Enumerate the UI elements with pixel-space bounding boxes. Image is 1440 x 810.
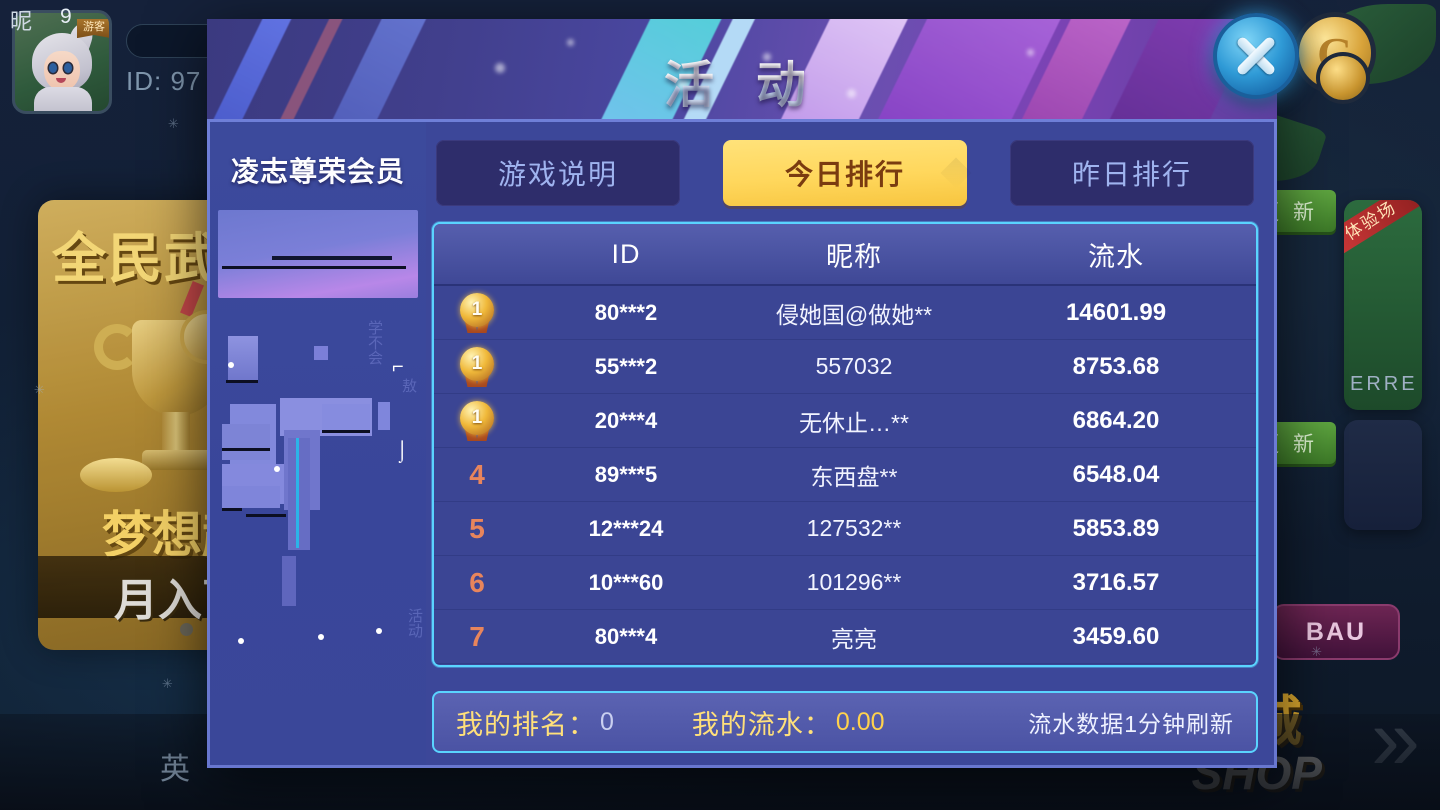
close-icon[interactable]: [1213, 13, 1299, 99]
bottom-nav-item[interactable]: 英: [160, 753, 190, 786]
cell-id: 89***5: [594, 461, 658, 487]
tab-today-ranking[interactable]: 今日排行: [723, 140, 967, 206]
cell-amount: 8753.68: [1072, 352, 1160, 380]
cell-id: 55***2: [594, 353, 658, 379]
table-row[interactable]: 6 10***60 101296** 3716.57: [434, 556, 1256, 610]
table-row[interactable]: 1 80***2 侵她国@做她** 14601.99: [434, 286, 1256, 340]
cell-amount: 6548.04: [1072, 460, 1160, 488]
tab-bar: 游戏说明 今日排行 昨日排行: [432, 140, 1258, 206]
refresh-note: 流水数据1分钟刷新: [1028, 711, 1234, 737]
column-amount: 流水: [1088, 241, 1144, 272]
ranking-panel: ID 昵称 流水 1 80***2 侵她国@做她** 14601.99 1 55***2 5…: [432, 222, 1258, 667]
avatar[interactable]: 游客: [12, 10, 112, 114]
cell-nickname: 557032: [815, 353, 893, 379]
table-row[interactable]: 1 55***2 557032 8753.68: [434, 340, 1256, 394]
avatar-mouth: [56, 78, 66, 83]
cell-nickname: 127532**: [806, 515, 902, 541]
sidebar: 凌志尊荣会员 ⌐: [210, 122, 426, 765]
cell-amount: 14601.99: [1065, 298, 1167, 326]
cell-nickname: 无休止…**: [799, 409, 909, 436]
cell-nickname: 侵她国@做她**: [775, 301, 933, 328]
rank-number: 5: [469, 512, 485, 544]
avatar-eye-left: [49, 63, 57, 73]
game-card-small[interactable]: [1344, 420, 1422, 530]
coin-back: [1316, 52, 1370, 104]
table-row[interactable]: 5 12***24 127532** 5853.89: [434, 502, 1256, 556]
sparkle-icon: ✳: [168, 116, 179, 131]
table-row[interactable]: 4 89***5 东西盘** 6548.04: [434, 448, 1256, 502]
cell-nickname: 东西盘**: [810, 463, 898, 490]
promo-line-1: 全民武: [52, 229, 220, 289]
sparkle-icon: ✳: [1311, 644, 1322, 659]
cell-nickname: 亮亮: [831, 625, 877, 652]
my-rank-label: 我的排名：: [456, 709, 596, 740]
table-row[interactable]: 1 20***4 无休止…** 6864.20: [434, 394, 1256, 448]
cell-amount: 6864.20: [1072, 406, 1160, 434]
my-rank-value: 0: [600, 707, 614, 736]
cell-id: 10***60: [588, 569, 664, 595]
my-stats-footer: 我的排名： 0 我的流水： 0.00 流水数据1分钟刷新: [432, 691, 1258, 753]
my-flow-value: 0.00: [835, 707, 885, 736]
cell-nickname: 101296**: [806, 569, 902, 595]
experience-banner: 体验场: [1344, 200, 1422, 264]
player-id: ID: 97: [126, 66, 202, 96]
column-nickname: 昵称: [826, 241, 882, 272]
nickname-value: 9: [60, 5, 72, 28]
cell-id: 12***24: [588, 515, 664, 541]
cell-amount: 3459.60: [1072, 622, 1160, 650]
baccarat-label[interactable]: BAU: [1272, 604, 1400, 660]
carousel-dot[interactable]: [180, 623, 193, 636]
activity-modal: 活 动 凌志尊荣会员 ⌐: [207, 13, 1299, 768]
main-content: 游戏说明 今日排行 昨日排行 ID 昵称 流水 1 80***2 侵她国@做她** 1…: [426, 122, 1274, 765]
modal-header: 活 动: [207, 19, 1277, 119]
tab-yesterday-ranking[interactable]: 昨日排行: [1010, 140, 1254, 206]
rank-number: 7: [469, 620, 485, 652]
column-id: ID: [611, 238, 641, 269]
my-flow-label: 我的流水：: [691, 709, 832, 740]
rank-medal-icon: 1: [434, 346, 520, 387]
coin-icon: [80, 458, 152, 492]
modal-body: 凌志尊荣会员 ⌐: [207, 119, 1277, 768]
rank-number: 4: [469, 458, 485, 490]
rank-medal-icon: 1: [434, 400, 520, 441]
gold-coin-icon: G: [1290, 12, 1380, 104]
nickname-label: 昵: [10, 9, 33, 34]
modal-title: 活 动: [207, 45, 1277, 117]
sidebar-title: 凌志尊荣会员: [230, 156, 405, 187]
table-row[interactable]: 831***33153632725.94: [434, 664, 1256, 665]
cell-amount: 3716.57: [1072, 568, 1160, 596]
sparkle-icon: ✳: [162, 676, 173, 691]
tab-game-rules[interactable]: 游戏说明: [436, 140, 680, 206]
guest-badge: 游客: [77, 19, 109, 39]
avatar-eye-right: [64, 63, 72, 73]
game-card-experience[interactable]: 体验场 ERRE: [1344, 200, 1422, 410]
cell-amount: 5853.89: [1072, 514, 1160, 542]
cell-id: 20***4: [594, 407, 658, 433]
avatar-face: [30, 20, 97, 111]
avatar-body: [34, 87, 92, 111]
rank-number: 6: [469, 566, 485, 598]
table-header: ID 昵称 流水: [434, 224, 1256, 286]
cell-id: 80***2: [594, 299, 658, 325]
table-row[interactable]: 7 80***4 亮亮 3459.60: [434, 610, 1256, 664]
table-body[interactable]: 1 80***2 侵她国@做她** 14601.99 1 55***2 557032 8753…: [434, 286, 1256, 665]
error-text: ERRE: [1350, 373, 1418, 395]
sidebar-glitched-image: ⌐: [218, 210, 423, 718]
cell-id: 80***4: [594, 623, 658, 649]
rank-medal-icon: 1: [434, 292, 520, 333]
sparkle-icon: ✳: [34, 382, 45, 397]
